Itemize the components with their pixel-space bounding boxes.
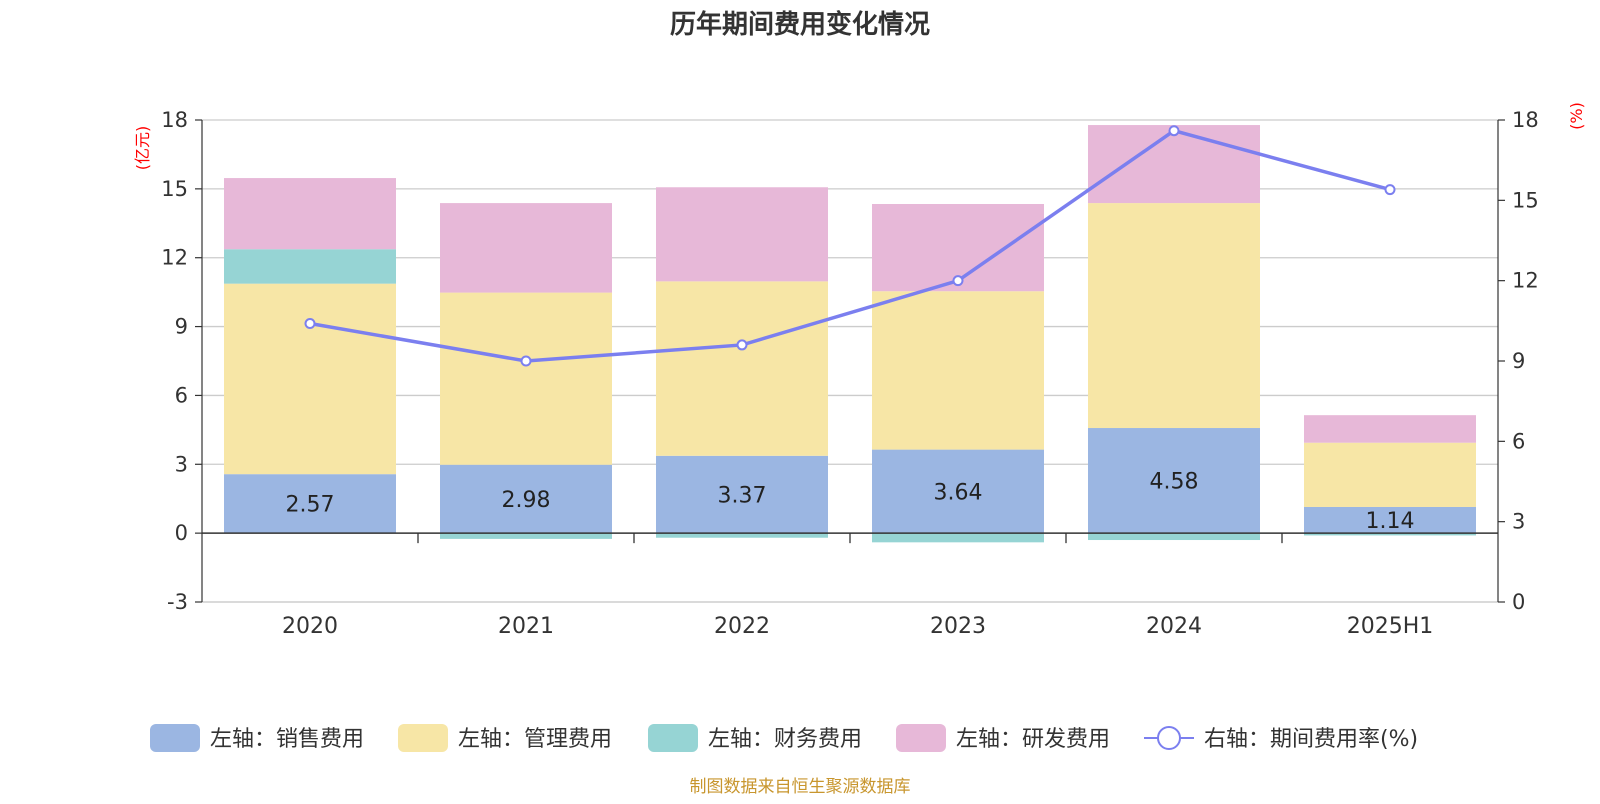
legend: 左轴：销售费用 左轴：管理费用 左轴：财务费用 左轴：研发费用 右轴：期间费用率(%) [150, 724, 1418, 752]
data-labels: 2.57 2.98 3.37 3.64 4.58 1.14 [286, 470, 1415, 534]
legend-label: 左轴：财务费用 [708, 727, 862, 752]
x-tick-label: 2021 [498, 614, 554, 639]
right-tick-label: 6 [1512, 429, 1525, 453]
bar-value-label: 4.58 [1150, 470, 1199, 495]
right-axis-unit: (%) [1567, 102, 1586, 130]
bar-value-label: 2.98 [502, 488, 551, 513]
right-tick-label: 15 [1512, 188, 1539, 212]
legend-item: 左轴：销售费用 [150, 724, 364, 752]
left-tick-label: 0 [175, 521, 188, 545]
bar-segment [1304, 415, 1476, 443]
bar-segment [656, 533, 828, 538]
left-tick-label: 6 [175, 383, 188, 407]
x-tick-label: 2024 [1146, 614, 1202, 639]
x-tick-label: 2020 [282, 614, 338, 639]
rate-point [520, 355, 532, 367]
bar-segment [1088, 125, 1260, 204]
rate-point [1168, 125, 1180, 137]
right-tick-label: 3 [1512, 510, 1525, 534]
legend-label: 左轴：销售费用 [210, 727, 364, 752]
legend-label: 左轴：管理费用 [458, 727, 612, 752]
bar-segment [1088, 533, 1260, 541]
bar-segment [440, 464, 612, 534]
bar-value-label: 2.57 [286, 493, 335, 518]
legend-item: 左轴：管理费用 [398, 724, 612, 752]
chart-title: 历年期间费用变化情况 [670, 9, 930, 40]
bar-segment [872, 291, 1044, 450]
bars [224, 125, 1476, 543]
left-axis-unit: (亿元) [133, 126, 152, 171]
bar-segment [440, 533, 612, 539]
legend-item: 左轴：研发费用 [896, 724, 1110, 752]
rate-point [1384, 184, 1396, 196]
left-tick-label: 9 [175, 315, 188, 339]
legend-swatch [398, 724, 448, 752]
bar-segment [656, 187, 828, 282]
bar-segment [1304, 533, 1476, 536]
legend-label: 左轴：研发费用 [956, 727, 1110, 752]
left-tick-label: 12 [161, 246, 188, 270]
bar-segment [872, 533, 1044, 543]
left-tick-label: 3 [175, 452, 188, 476]
legend-item: 左轴：财务费用 [648, 724, 862, 752]
legend-label: 右轴：期间费用率(%) [1204, 727, 1418, 752]
grid-lines [202, 119, 1498, 603]
bar-segment [440, 203, 612, 293]
axes: -3 0 3 6 9 12 15 18 0 3 6 9 12 15 18 2020 2021 2022 2023 20… [161, 108, 1538, 639]
bar-value-label: 3.37 [718, 483, 767, 508]
x-tick-label: 2022 [714, 614, 770, 639]
bar-segment [224, 249, 396, 284]
x-tick-label: 2025H1 [1347, 614, 1434, 639]
bar-segment [1304, 442, 1476, 507]
legend-item: 右轴：期间费用率(%) [1144, 726, 1418, 752]
bar-segment [224, 474, 396, 534]
rate-series-line [309, 128, 1391, 363]
rate-point [952, 275, 964, 287]
legend-swatch [150, 724, 200, 752]
bar-segment [224, 178, 396, 250]
bar-segment [656, 455, 828, 534]
legend-marker-icon [1157, 726, 1181, 750]
rate-point [304, 318, 316, 330]
legend-swatch [648, 724, 698, 752]
x-tick-label: 2023 [930, 614, 986, 639]
bar-segment [1304, 506, 1476, 534]
bar-segment [440, 292, 612, 465]
source-note: 制图数据来自恒生聚源数据库 [690, 777, 911, 797]
legend-swatch [896, 724, 946, 752]
right-tick-label: 0 [1512, 590, 1525, 614]
bar-segment [1088, 428, 1260, 534]
bar-segment [1088, 203, 1260, 429]
right-tick-label: 12 [1512, 269, 1539, 293]
bar-value-label: 1.14 [1366, 509, 1415, 534]
right-tick-label: 9 [1512, 349, 1525, 373]
bar-segment [224, 283, 396, 475]
rate-line [304, 125, 1396, 367]
rate-point [736, 339, 748, 351]
bar-value-label: 3.64 [934, 480, 983, 505]
right-tick-label: 18 [1512, 108, 1539, 132]
bar-segment [872, 449, 1044, 534]
left-tick-label: 18 [161, 108, 188, 132]
bar-segment [656, 281, 828, 456]
left-tick-label: 15 [161, 177, 188, 201]
left-tick-label: -3 [167, 590, 188, 614]
